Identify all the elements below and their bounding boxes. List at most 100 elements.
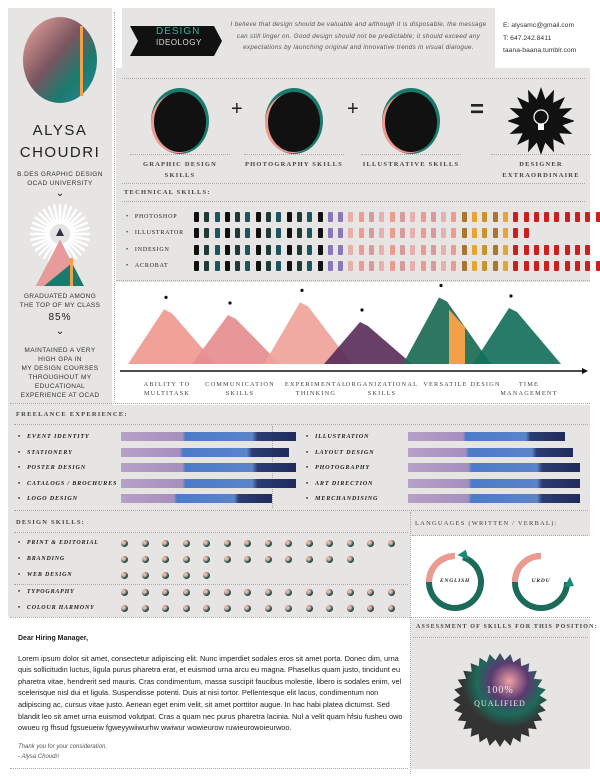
skill-tick <box>554 211 560 222</box>
skill-tick <box>245 244 251 255</box>
skill-tick <box>358 228 364 238</box>
freelance-panel <box>8 405 590 512</box>
trait-label: ABILITY TO MULTITASK <box>143 381 191 397</box>
skill-dot <box>367 589 374 596</box>
trait-mountain <box>192 315 280 364</box>
letter-closing: Thank you for your consideration, <box>18 743 108 750</box>
qualified-label: QUALIFIED <box>474 699 526 708</box>
skill-tick <box>307 261 313 271</box>
skill-dot <box>203 540 210 547</box>
skill-dot <box>285 589 292 596</box>
skill-tick <box>194 211 199 222</box>
skill-tick <box>338 244 344 255</box>
skill-dot <box>182 589 190 596</box>
sunburst-ray <box>69 226 90 234</box>
sunburst-ray <box>64 208 78 227</box>
sunburst-ray <box>34 216 53 230</box>
skill-tick <box>472 244 478 255</box>
letter-signature: - Alysa Choudri <box>18 753 59 760</box>
skill-tick <box>338 211 344 222</box>
design-skill-dots <box>121 605 408 612</box>
sunburst-ray <box>52 204 60 225</box>
skill-tick <box>492 244 498 255</box>
skill-dot <box>346 605 354 612</box>
trait-label: ORGANIZATIONAL SKILLS <box>345 381 419 397</box>
skill-tick <box>348 228 354 238</box>
skill-tick <box>204 244 210 255</box>
skill-dot <box>141 605 149 612</box>
skill-dot <box>141 540 149 547</box>
skill-tick <box>389 228 395 238</box>
sunburst-ray <box>66 240 83 257</box>
design-skill-name: COLOUR HARMONY <box>18 605 95 611</box>
skill-tick <box>523 211 529 222</box>
skill-dot <box>223 556 231 563</box>
skill-dot <box>162 605 169 612</box>
skill-dot <box>326 605 333 612</box>
ideology-text: I believe that design should be valuable… <box>230 21 487 51</box>
skill-dot <box>203 589 210 596</box>
freelance-item-name: STATIONERY <box>18 449 73 456</box>
skill-tick <box>472 228 478 238</box>
skill-dot <box>264 556 272 563</box>
freelance-item-name: CATALOGS / BROCHURES <box>18 480 117 487</box>
skill-tick <box>502 211 508 222</box>
trait-peak-dot <box>300 288 304 292</box>
skill-tick <box>286 244 292 255</box>
trait-peak-dot <box>228 301 232 305</box>
design-skill-name: TYPOGRAPHY <box>18 589 75 595</box>
skill-tick <box>472 261 478 271</box>
skill-tick <box>214 244 220 255</box>
skill-tick <box>533 244 539 255</box>
trait-peak-dot <box>439 283 443 288</box>
gpa-line: EDUCATIONAL <box>34 383 86 390</box>
skill-tick <box>461 261 467 271</box>
skill-tick <box>451 261 457 271</box>
design-skill-name: WEB DESIGN <box>18 572 72 578</box>
sunburst-ray <box>42 208 56 227</box>
technical-skill-row: ACROBAT <box>126 261 600 272</box>
skill-dot <box>121 540 128 547</box>
equation-label: PHOTOGRAPHY SKILLS <box>244 154 344 170</box>
skill-tick <box>482 261 488 271</box>
skill-tick <box>430 244 436 255</box>
design-skill-name: PRINT & EDITORIAL <box>18 540 99 546</box>
skill-tick <box>307 211 313 222</box>
skill-level-ticks <box>194 211 600 222</box>
skill-tick <box>317 261 323 271</box>
freelance-level-bar <box>408 432 565 441</box>
sunburst-ray <box>30 234 51 242</box>
skill-circle-icon <box>265 88 323 154</box>
profile-photo-circle <box>23 17 97 103</box>
ideology-panel: DESIGN IDEOLOGY I believe that design sh… <box>122 8 495 68</box>
sunburst-ray <box>64 241 78 260</box>
sunburst-ray <box>67 238 86 252</box>
skill-dot <box>387 605 395 612</box>
skill-tick <box>420 228 426 238</box>
qualified-seal-icon <box>453 653 547 747</box>
skill-tick <box>296 228 302 238</box>
skill-tick <box>224 228 230 238</box>
gpa-line: MY DESIGN COURSES <box>21 365 99 372</box>
gpa-line: THROUGHOUT MY <box>28 374 92 381</box>
skill-tick <box>420 261 426 271</box>
skill-tick <box>338 228 344 238</box>
freelance-level-bar <box>121 447 289 457</box>
contact-email[interactable]: E: alysamc@gmail.com <box>503 22 575 29</box>
skill-tick <box>420 244 426 255</box>
skill-tick <box>564 244 570 255</box>
skill-dot <box>264 589 272 596</box>
skill-tick <box>276 211 282 222</box>
skill-dot <box>162 589 169 596</box>
skill-tick <box>585 244 591 255</box>
freelance-level-bar <box>121 478 296 488</box>
skill-tick <box>255 261 261 271</box>
skill-tick <box>276 228 282 238</box>
freelance-item-name: LAYOUT DESIGN <box>306 449 374 456</box>
contact-website[interactable]: taana-baana.tumblr.com <box>503 47 577 54</box>
skill-tick <box>379 261 385 271</box>
skill-tick <box>194 261 199 271</box>
skill-tick <box>245 211 251 222</box>
equation-label: ILLUSTRATIVE SKILLS <box>361 154 461 170</box>
skill-tick <box>441 244 447 255</box>
